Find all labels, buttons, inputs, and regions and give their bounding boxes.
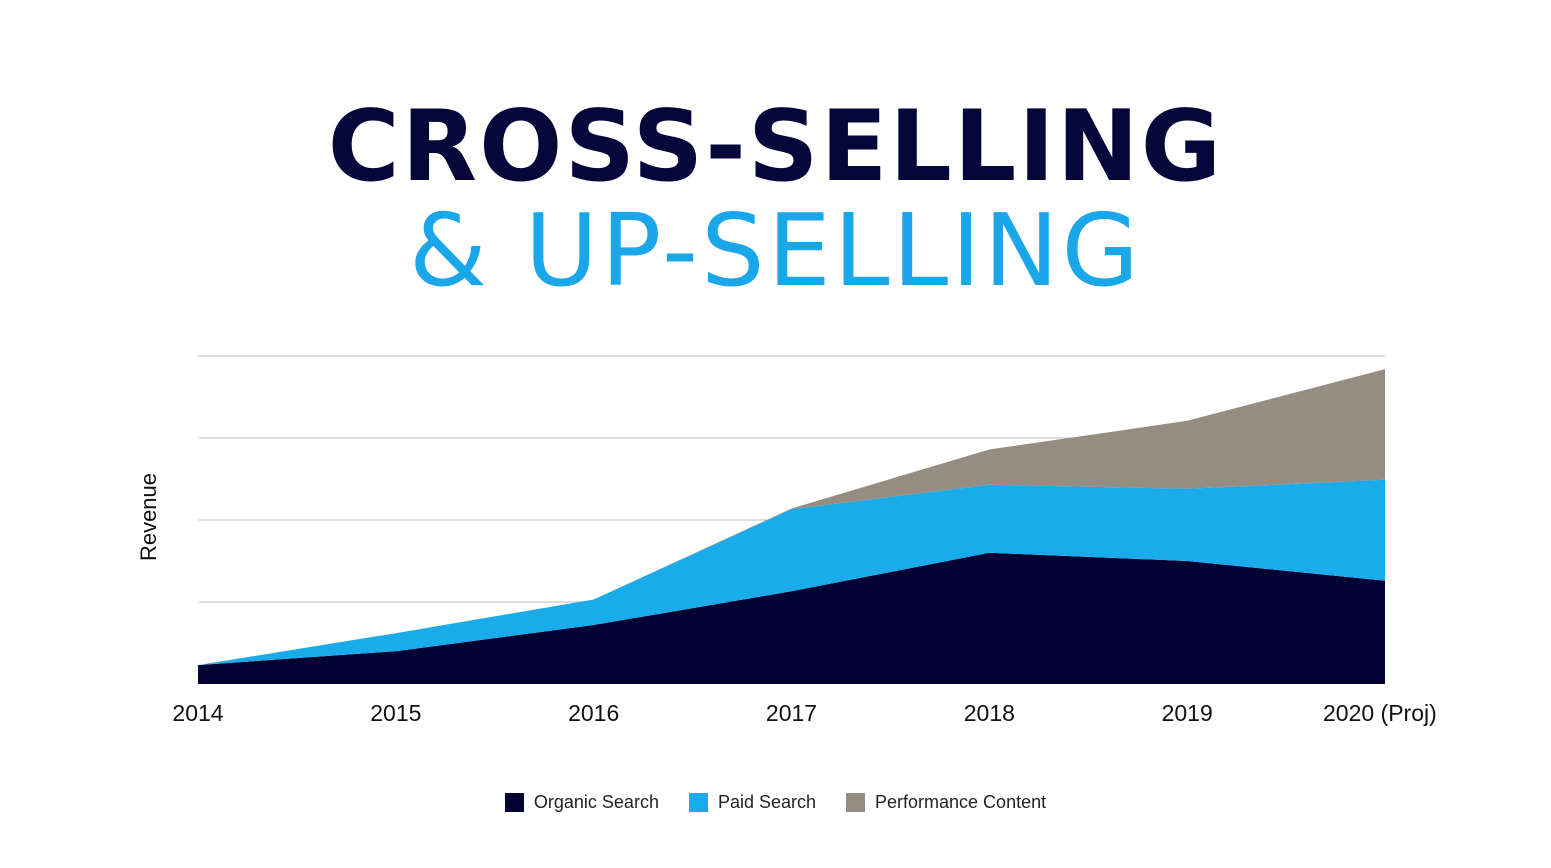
legend-item: Organic Search	[504, 792, 659, 813]
x-tick-label: 2018	[964, 700, 1015, 726]
x-tick-label: 2019	[1162, 700, 1213, 726]
x-tick-label: 2014	[172, 700, 223, 726]
area-series-organic-search	[198, 552, 1385, 684]
legend-swatch	[846, 793, 866, 812]
legend-item: Performance Content	[846, 792, 1046, 813]
x-axis-ticks: 2014 2015 2016 2017 2018 2019 2020 (Proj)	[172, 700, 1436, 726]
legend-label: Performance Content	[875, 792, 1047, 812]
page-title: CROSS-SELLING	[327, 90, 1224, 204]
page-subtitle: & UP-SELLING	[408, 192, 1143, 309]
area-series-performance-content	[198, 369, 1385, 666]
legend-label: Paid Search	[717, 792, 817, 812]
x-tick-label: 2020 (Proj)	[1323, 700, 1437, 726]
legend-item: Paid Search	[688, 792, 817, 813]
chart-areas	[198, 369, 1385, 684]
x-tick-label: 2017	[766, 700, 817, 726]
legend-swatch	[688, 793, 708, 812]
legend-label: Organic Search	[533, 792, 659, 812]
area-series-paid-search	[198, 479, 1385, 666]
chart-legend: Organic Search Paid Search Performance Con…	[0, 792, 1551, 813]
y-axis-label: Revenue	[136, 472, 161, 562]
legend-swatch	[504, 793, 524, 812]
x-tick-label: 2016	[568, 700, 619, 726]
x-tick-label: 2015	[370, 700, 421, 726]
